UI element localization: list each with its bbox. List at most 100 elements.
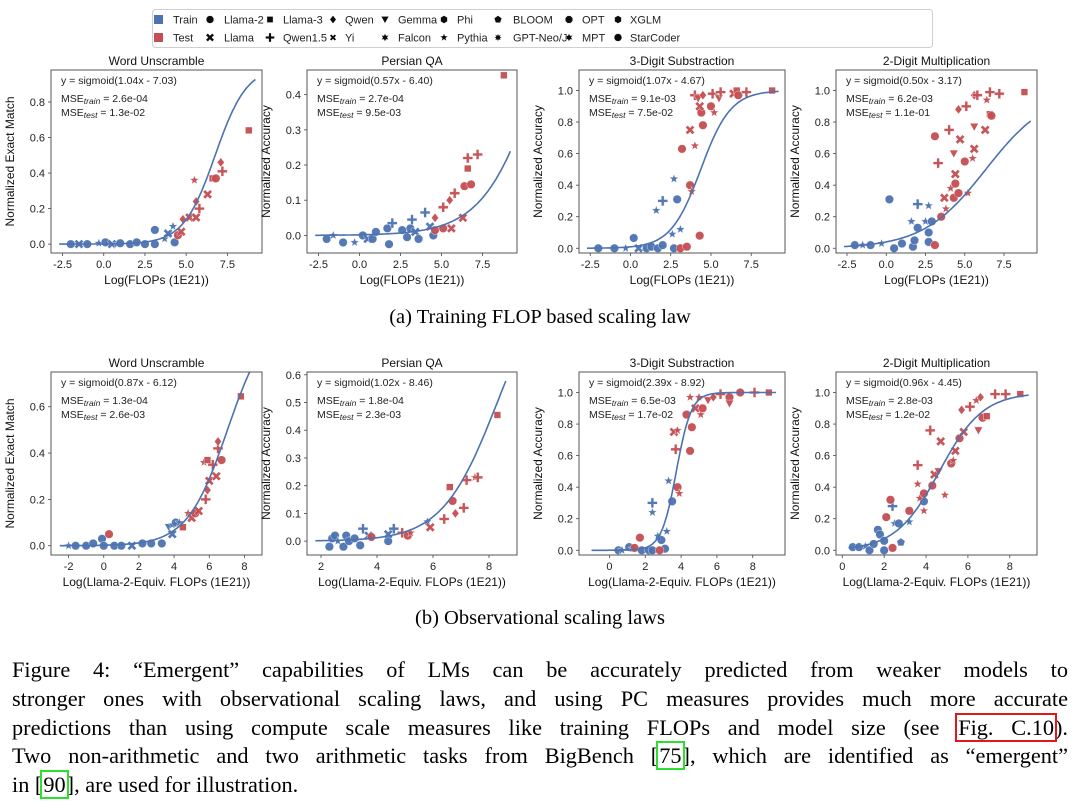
y-tick-label: 0.4 [815,482,830,494]
test-point [451,508,460,519]
test-point [472,472,483,483]
test-point [684,391,696,402]
x-tick-label: 5.0 [957,259,972,271]
test-point [366,532,376,542]
chart-panel: 3-Digit Substraction -2.5 0.0 2.5 5.0 7.5 0.0 0… [531,54,786,287]
y-tick-label: 0.8 [815,419,830,431]
x-tick-label: 7.5 [475,259,490,271]
chart-panel: 3-Digit Substraction 0 2 4 6 8 0.0 0.2 0.4 0.6 0.8… [531,356,786,589]
test-point [939,489,950,500]
mse-label: MSE [589,409,612,421]
caption-line: stronger ones with observational scaling… [12,685,1068,711]
test-point [935,436,946,447]
circle-marker [613,33,623,42]
x-marker [205,33,215,42]
test-point [445,195,454,206]
x-axis-label: Log(Llama-2-Equiv. FLOPs (1E21)) [63,575,251,589]
test-point [715,86,726,98]
x-tick-label: -2.5 [309,259,328,271]
train-point [906,216,917,226]
citation-link[interactable]: 75 [656,741,685,771]
mse-value: = 1.7e-02 [625,409,673,421]
subcaption-b: (b) Observational scaling laws [415,607,665,629]
x-tick-label: 5.0 [434,259,449,271]
train-point [667,228,678,239]
mse-value: = 9.1e-03 [628,93,676,105]
train-point [349,237,360,247]
test-point [768,86,776,95]
train-point [896,537,906,547]
x-axis-label: Log(Llama-2-Equiv. FLOPs (1E21)) [843,575,1031,589]
test-point [689,140,700,151]
y-tick-label: 0.6 [30,402,45,414]
train-point [923,200,934,211]
test-point [458,502,469,514]
test-point [682,242,692,252]
test-point [462,152,473,164]
train-point [150,225,160,235]
mse-value: = 2.6e-04 [100,93,148,105]
axes-frame [50,69,263,254]
test-point [881,512,891,522]
sigmoid-fit-line [591,391,776,552]
sigmoid-fit-line [843,120,1032,248]
x-tick-label: 0.0 [623,259,638,271]
y-tick-label: 0.0 [815,545,830,557]
legend-label: OPT [582,15,605,27]
chart-title: Word Unscramble [109,54,205,68]
test-point [493,411,502,419]
legend-label: GPT-Neo/J [513,33,567,45]
train-point [889,243,899,253]
pentagon-marker [493,15,503,23]
mse-value: = 2.8e-03 [885,395,933,407]
legend-label: Falcon [398,33,431,45]
star6-marker [565,32,573,43]
x-axis-label: Log(Llama-2-Equiv. FLOPs (1E21)) [588,575,776,589]
test-point [912,478,923,489]
y-tick-label: 0.6 [558,149,573,161]
y-tick-label: 0.2 [30,204,45,216]
test-point [694,101,705,112]
y-tick-label: 1.0 [815,86,830,98]
sigmoid-fit-line [59,78,256,245]
test-point [438,202,449,213]
train-point [338,542,348,552]
test-point [1016,390,1024,398]
y-tick-label: 0.0 [558,545,573,557]
test-point [949,149,959,159]
mse-subscript: train [84,398,101,408]
test-point [973,426,984,436]
citation-link[interactable]: 90 [40,770,69,800]
legend: Train Test Llama-2 Llama Llama-3 Qwen1.5 Qwen Y… [152,9,933,48]
test-point [466,179,476,189]
legend-label: Llama-3 [283,15,323,27]
y-axis-label: Normalized Accuracy [788,105,802,218]
y-tick-label: 0.6 [815,451,830,463]
y-tick-label: 0.0 [286,230,301,242]
y-tick-label: 0.0 [30,239,45,251]
y-tick-label: 0.2 [30,494,45,506]
mse-test: MSEtest = 1.7e-02 [589,409,673,422]
train-point [675,223,686,234]
y-tick-label: 0.2 [815,212,830,224]
y-tick-label: 1.0 [558,86,573,98]
y-tick-label: 0.2 [558,514,573,526]
train-point [406,214,418,225]
test-point [439,513,450,525]
mse-value: = 6.2e-03 [885,93,933,105]
x-tick-label: 4 [923,561,929,573]
train-point [170,237,180,247]
test-point [707,88,718,99]
fit-equation: y = sigmoid(2.39x - 8.92) [589,377,705,389]
chart-panel: Persian QA -2.5 0.0 2.5 5.0 7.5 0.0 0.1 0.2 0.3 0.… [259,54,518,287]
square-marker [266,16,274,23]
mse-subscript: train [84,96,101,106]
mse-label: MSE [61,93,84,105]
y-tick-label: 0.4 [286,90,301,102]
y-tick-label: 0.8 [815,117,830,129]
test-point [964,401,976,412]
figure-link[interactable]: Fig. C.10 [955,712,1057,742]
test-point [989,388,1001,400]
test-point [962,187,974,198]
train-point [897,239,907,249]
